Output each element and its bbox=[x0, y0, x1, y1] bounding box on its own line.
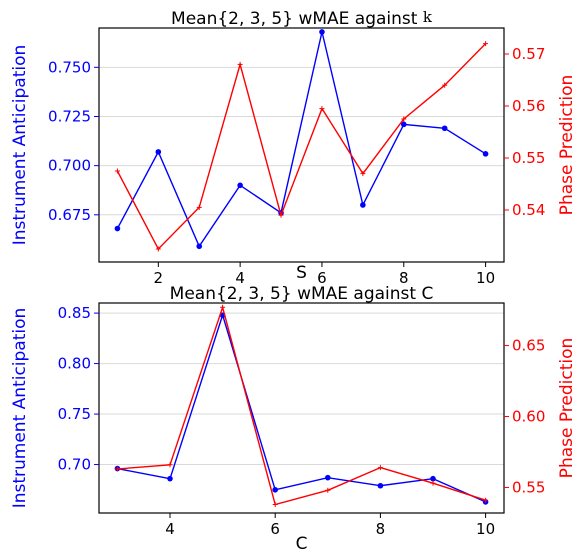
data-point-phase-prediction bbox=[442, 82, 448, 88]
right-y-tick-label: 0.60 bbox=[512, 408, 545, 426]
left-y-ticks: 0.70 0.75 0.80 0.85 bbox=[58, 304, 99, 474]
data-point-instrument-anticipation bbox=[441, 125, 448, 132]
chart-bottom: 4 6 8 10 0.70 0.75 0.80 0.85 0.55 0.60 0.65 Mean… bbox=[10, 284, 577, 552]
right-y-tick-label: 0.57 bbox=[512, 45, 545, 63]
x-tick-label: 6 bbox=[317, 269, 327, 287]
chart-top: 2 4 6 8 10 0.675 0.700 0.725 0.750 0.54 0.55 0.56… bbox=[10, 8, 577, 287]
data-point-instrument-anticipation bbox=[167, 475, 173, 482]
data-point-instrument-anticipation bbox=[114, 225, 121, 232]
chart-title: Mean{2, 3, 5} wMAE against C bbox=[170, 284, 434, 304]
data-point-instrument-anticipation bbox=[360, 202, 366, 208]
gridlines bbox=[99, 66, 504, 216]
data-point-instrument-anticipation bbox=[237, 182, 243, 189]
left-y-tick-label: 0.725 bbox=[48, 107, 91, 125]
right-y-axis-label: Phase Prediction bbox=[557, 338, 577, 479]
series-line-phase-prediction bbox=[116, 43, 487, 251]
left-y-tick-label: 0.750 bbox=[48, 58, 91, 76]
right-y-tick-label: 0.65 bbox=[512, 337, 545, 355]
right-y-axis-label: Phase Prediction bbox=[557, 75, 577, 216]
left-y-axis-label: Instrument Anticipation bbox=[10, 308, 30, 509]
data-point-phase-prediction bbox=[401, 116, 407, 122]
data-point-phase-prediction bbox=[272, 501, 278, 507]
data-point-instrument-anticipation bbox=[319, 29, 325, 35]
right-y-tick-label: 0.56 bbox=[512, 97, 545, 115]
chart-title-text: Mean{2, 3, 5} wMAE against bbox=[171, 9, 423, 29]
data-point-instrument-anticipation bbox=[400, 121, 407, 128]
data-point-phase-prediction bbox=[377, 465, 383, 471]
chart-title-text: Mean{2, 3, 5} wMAE against C bbox=[170, 284, 434, 304]
series-layer bbox=[114, 29, 489, 252]
data-point-phase-prediction bbox=[360, 171, 366, 177]
x-tick-label: 8 bbox=[399, 269, 409, 287]
series-line-phase-prediction bbox=[117, 304, 486, 506]
left-y-tick-label: 0.85 bbox=[58, 304, 91, 322]
x-axis-label: S bbox=[296, 263, 307, 283]
data-point-phase-prediction bbox=[167, 462, 173, 468]
plot-frame bbox=[98, 27, 505, 263]
series-line-instrument-anticipation bbox=[116, 31, 486, 248]
data-point-phase-prediction bbox=[278, 212, 284, 218]
data-point-instrument-anticipation bbox=[196, 243, 203, 250]
chart-title: Mean{2, 3, 5} wMAE against k bbox=[171, 8, 433, 29]
x-tick-label: 10 bbox=[476, 520, 495, 538]
chart-title-symbol: k bbox=[423, 8, 433, 26]
x-tick-label: 4 bbox=[235, 269, 245, 287]
data-point-phase-prediction bbox=[196, 204, 202, 210]
right-y-tick-label: 0.54 bbox=[512, 201, 545, 219]
data-point-phase-prediction bbox=[237, 61, 243, 67]
data-point-phase-prediction bbox=[325, 487, 331, 493]
left-y-tick-label: 0.80 bbox=[58, 355, 91, 373]
data-point-instrument-anticipation bbox=[377, 482, 384, 489]
right-y-tick-label: 0.55 bbox=[512, 478, 545, 496]
data-point-phase-prediction bbox=[155, 246, 161, 252]
x-axis-label: C bbox=[296, 534, 308, 552]
x-ticks: 4 6 8 10 bbox=[165, 513, 495, 538]
series-line-instrument-anticipation bbox=[117, 312, 486, 503]
data-point-phase-prediction bbox=[319, 106, 325, 112]
left-y-tick-label: 0.700 bbox=[48, 157, 91, 175]
data-point-phase-prediction bbox=[430, 480, 436, 486]
right-y-tick-label: 0.55 bbox=[512, 149, 545, 167]
gridlines bbox=[99, 312, 504, 466]
plot-frame bbox=[98, 302, 505, 514]
series-layer bbox=[114, 304, 489, 507]
data-point-phase-prediction bbox=[483, 497, 489, 503]
left-y-tick-label: 0.75 bbox=[58, 405, 91, 423]
left-y-tick-label: 0.675 bbox=[48, 206, 91, 224]
x-tick-label: 6 bbox=[270, 520, 280, 538]
x-ticks: 2 4 6 8 10 bbox=[154, 262, 495, 287]
right-y-ticks: 0.54 0.55 0.56 0.57 bbox=[504, 45, 545, 219]
right-y-ticks: 0.55 0.60 0.65 bbox=[504, 337, 545, 496]
data-point-phase-prediction bbox=[114, 168, 120, 174]
data-point-phase-prediction bbox=[220, 304, 226, 310]
data-point-instrument-anticipation bbox=[155, 149, 162, 155]
x-tick-label: 2 bbox=[154, 269, 164, 287]
x-tick-label: 8 bbox=[376, 520, 386, 538]
data-point-phase-prediction bbox=[483, 41, 489, 47]
data-point-instrument-anticipation bbox=[324, 474, 331, 481]
x-tick-label: 4 bbox=[165, 520, 175, 538]
data-point-instrument-anticipation bbox=[272, 486, 279, 493]
data-point-instrument-anticipation bbox=[430, 475, 436, 482]
data-point-instrument-anticipation bbox=[482, 151, 489, 157]
x-tick-label: 10 bbox=[476, 269, 495, 287]
left-y-tick-label: 0.70 bbox=[58, 456, 91, 474]
left-y-ticks: 0.675 0.700 0.725 0.750 bbox=[48, 58, 99, 224]
data-point-phase-prediction bbox=[114, 466, 120, 472]
left-y-axis-label: Instrument Anticipation bbox=[10, 45, 30, 246]
